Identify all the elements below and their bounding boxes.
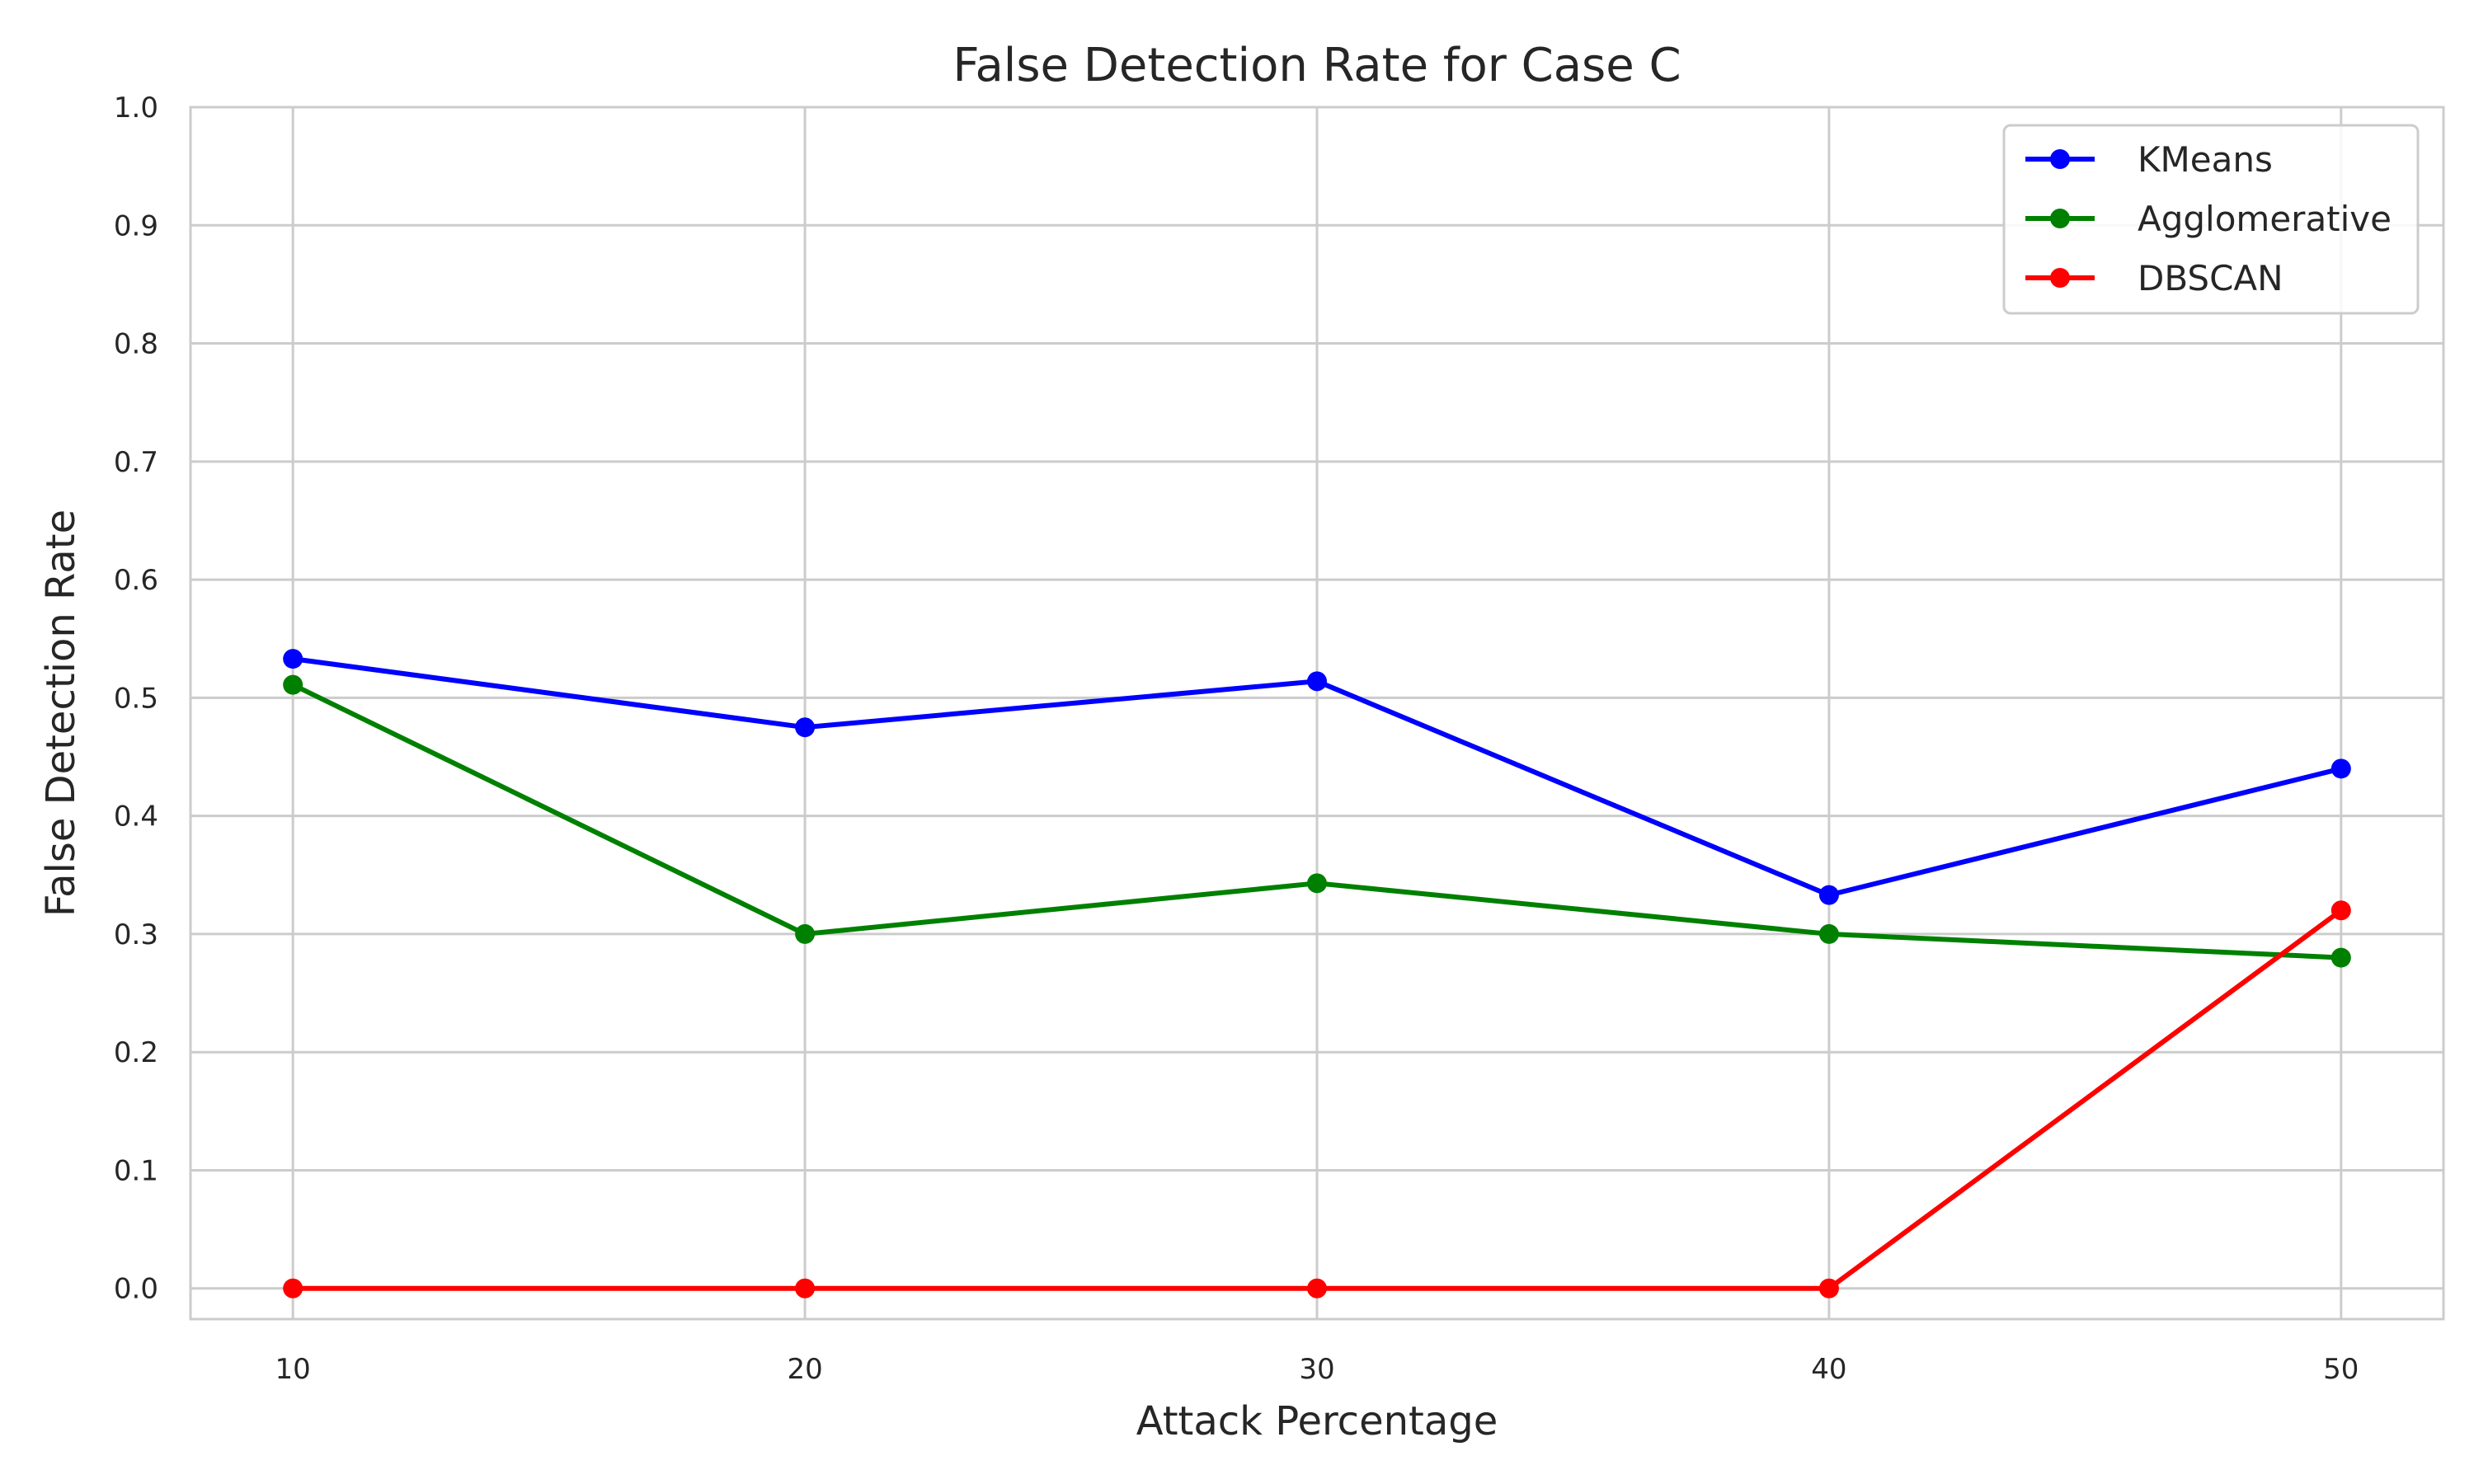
y-tick-label: 0.9 — [114, 209, 158, 242]
data-point-kmeans — [2331, 758, 2351, 779]
chart-title: False Detection Rate for Case C — [952, 39, 1681, 92]
legend: KMeans Agglomerative DBSCAN — [2002, 124, 2420, 315]
data-point-kmeans — [1818, 885, 1839, 905]
x-tick-label: 30 — [1299, 1353, 1334, 1386]
y-axis-title: False Detection Rate — [38, 510, 84, 917]
data-point-agglomerative — [795, 923, 816, 944]
legend-label-kmeans: KMeans — [2138, 139, 2273, 180]
x-tick-label: 20 — [787, 1353, 822, 1386]
x-tick-label: 40 — [1811, 1353, 1846, 1386]
series-layer — [283, 649, 2351, 1298]
y-tick-label: 0.4 — [114, 801, 158, 834]
legend-box — [2002, 124, 2420, 315]
data-point-agglomerative — [1818, 923, 1839, 944]
data-point-agglomerative — [1307, 873, 1327, 894]
data-point-agglomerative — [2331, 947, 2351, 968]
data-point-kmeans — [283, 649, 303, 669]
x-tick-label: 50 — [2323, 1353, 2359, 1386]
y-tick-label: 1.0 — [114, 92, 158, 124]
y-tick-label: 0.0 — [114, 1273, 158, 1306]
legend-marker-agglomerative — [2050, 209, 2070, 228]
legend-label-dbscan: DBSCAN — [2138, 258, 2284, 298]
y-tick-label: 0.2 — [114, 1036, 158, 1069]
y-tick-label: 0.1 — [114, 1154, 158, 1187]
tick-labels: 10 20 30 40 50 0.0 0.1 0.2 0.3 0.4 0.5 0.6 0.7 0.8 0.9… — [114, 92, 2359, 1386]
y-tick-label: 0.7 — [114, 446, 158, 479]
data-point-kmeans — [795, 717, 816, 738]
data-point-dbscan — [1818, 1278, 1839, 1298]
data-point-dbscan — [1307, 1278, 1327, 1298]
data-point-dbscan — [2331, 900, 2351, 921]
data-point-dbscan — [795, 1278, 816, 1298]
y-tick-label: 0.5 — [114, 682, 158, 715]
y-tick-label: 0.3 — [114, 918, 158, 951]
y-tick-label: 0.6 — [114, 564, 158, 597]
data-point-kmeans — [1307, 671, 1327, 692]
y-tick-label: 0.8 — [114, 328, 158, 361]
legend-marker-kmeans — [2050, 149, 2070, 169]
data-point-agglomerative — [283, 674, 303, 695]
data-point-dbscan — [283, 1278, 303, 1298]
legend-label-agglomerative: Agglomerative — [2138, 199, 2392, 239]
legend-marker-dbscan — [2050, 268, 2070, 288]
plot-frame — [189, 106, 2445, 1321]
x-tick-label: 10 — [275, 1353, 311, 1386]
x-axis-title: Attack Percentage — [1136, 1398, 1498, 1444]
